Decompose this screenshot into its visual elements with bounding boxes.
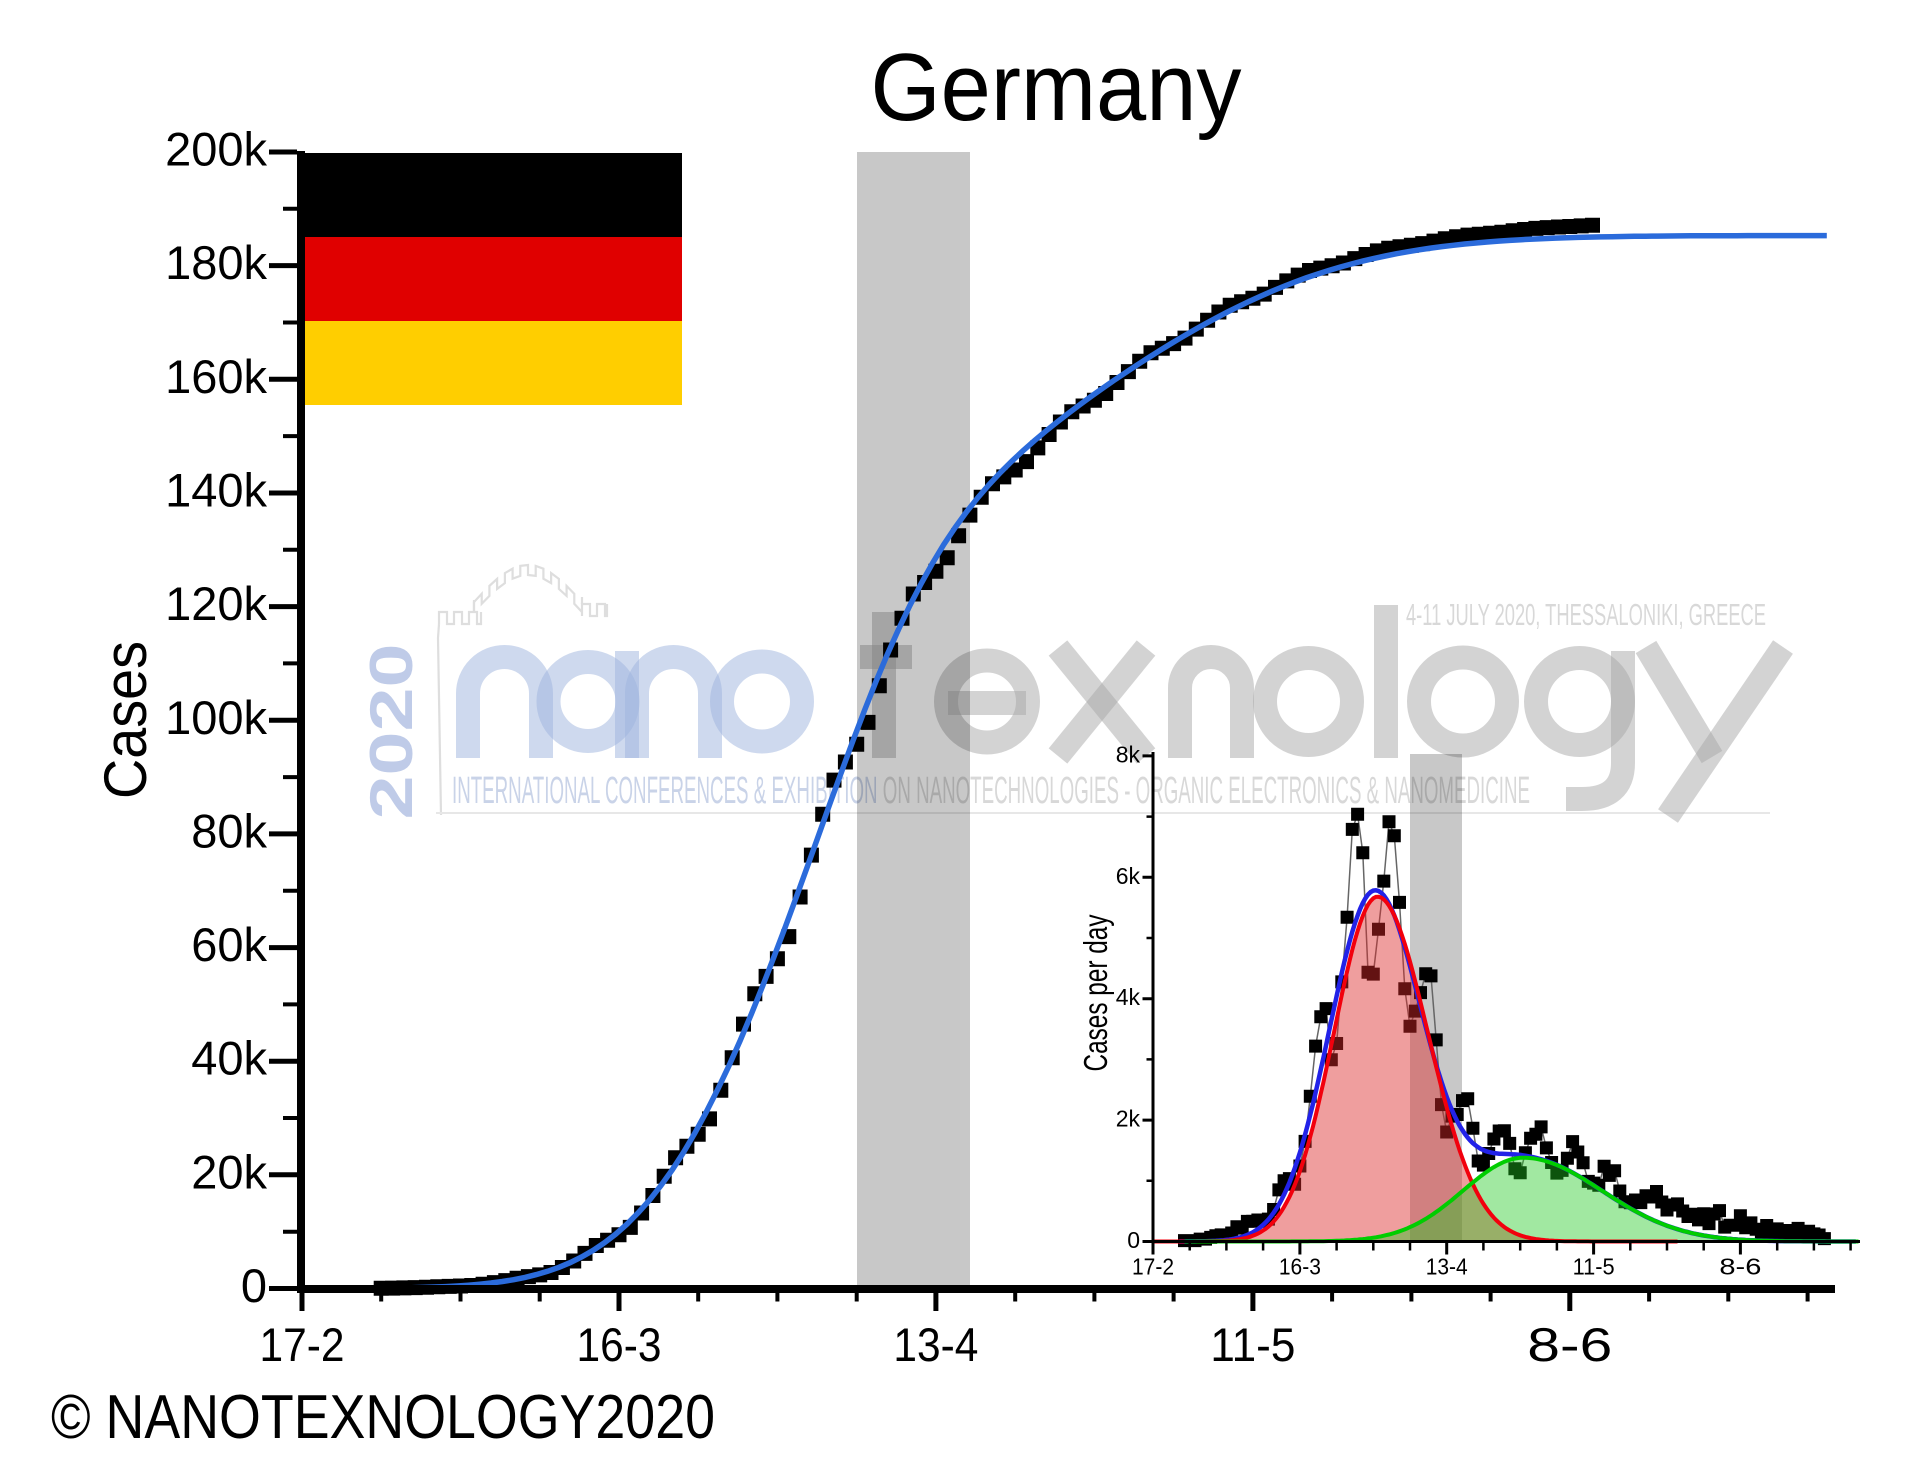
svg-text:180k: 180k <box>165 236 267 289</box>
svg-text:140k: 140k <box>165 463 267 516</box>
svg-text:11-5: 11-5 <box>1573 1254 1615 1280</box>
svg-text:4k: 4k <box>1116 984 1141 1010</box>
svg-text:11-5: 11-5 <box>1210 1318 1295 1371</box>
svg-text:200k: 200k <box>165 123 267 176</box>
svg-text:8-6: 8-6 <box>1719 1254 1761 1280</box>
svg-text:13-4: 13-4 <box>1426 1254 1468 1280</box>
svg-text:Germany: Germany <box>871 34 1242 141</box>
svg-text:8-6: 8-6 <box>1527 1318 1612 1371</box>
svg-text:17-2: 17-2 <box>1132 1254 1174 1280</box>
svg-text:60k: 60k <box>191 918 267 971</box>
svg-text:2020: 2020 <box>358 644 425 820</box>
svg-text:160k: 160k <box>165 350 267 403</box>
svg-text:INTERNATIONAL CONFERENCES & EX: INTERNATIONAL CONFERENCES & EXHIBITION O… <box>452 770 1530 812</box>
svg-text:17-2: 17-2 <box>260 1318 345 1371</box>
svg-text:0: 0 <box>1127 1227 1140 1253</box>
svg-text:16-3: 16-3 <box>1279 1254 1321 1280</box>
svg-text:13-4: 13-4 <box>893 1318 978 1371</box>
svg-text:16-3: 16-3 <box>577 1318 662 1371</box>
svg-text:40k: 40k <box>191 1032 267 1085</box>
svg-text:120k: 120k <box>165 577 267 630</box>
svg-text:2k: 2k <box>1116 1106 1141 1132</box>
svg-text:Cases per day: Cases per day <box>1077 914 1114 1071</box>
svg-text:Cases: Cases <box>92 641 159 799</box>
svg-text:© NANOTEXNOLOGY2020: © NANOTEXNOLOGY2020 <box>51 1383 715 1452</box>
svg-text:4-11 JULY 2020, THESSALONIKI,: 4-11 JULY 2020, THESSALONIKI, GREECE <box>1406 597 1766 632</box>
svg-text:6k: 6k <box>1116 863 1141 889</box>
svg-text:20k: 20k <box>191 1145 267 1198</box>
svg-text:80k: 80k <box>191 804 267 857</box>
svg-text:8k: 8k <box>1116 741 1141 767</box>
svg-text:100k: 100k <box>165 691 267 744</box>
svg-text:0: 0 <box>241 1259 267 1312</box>
